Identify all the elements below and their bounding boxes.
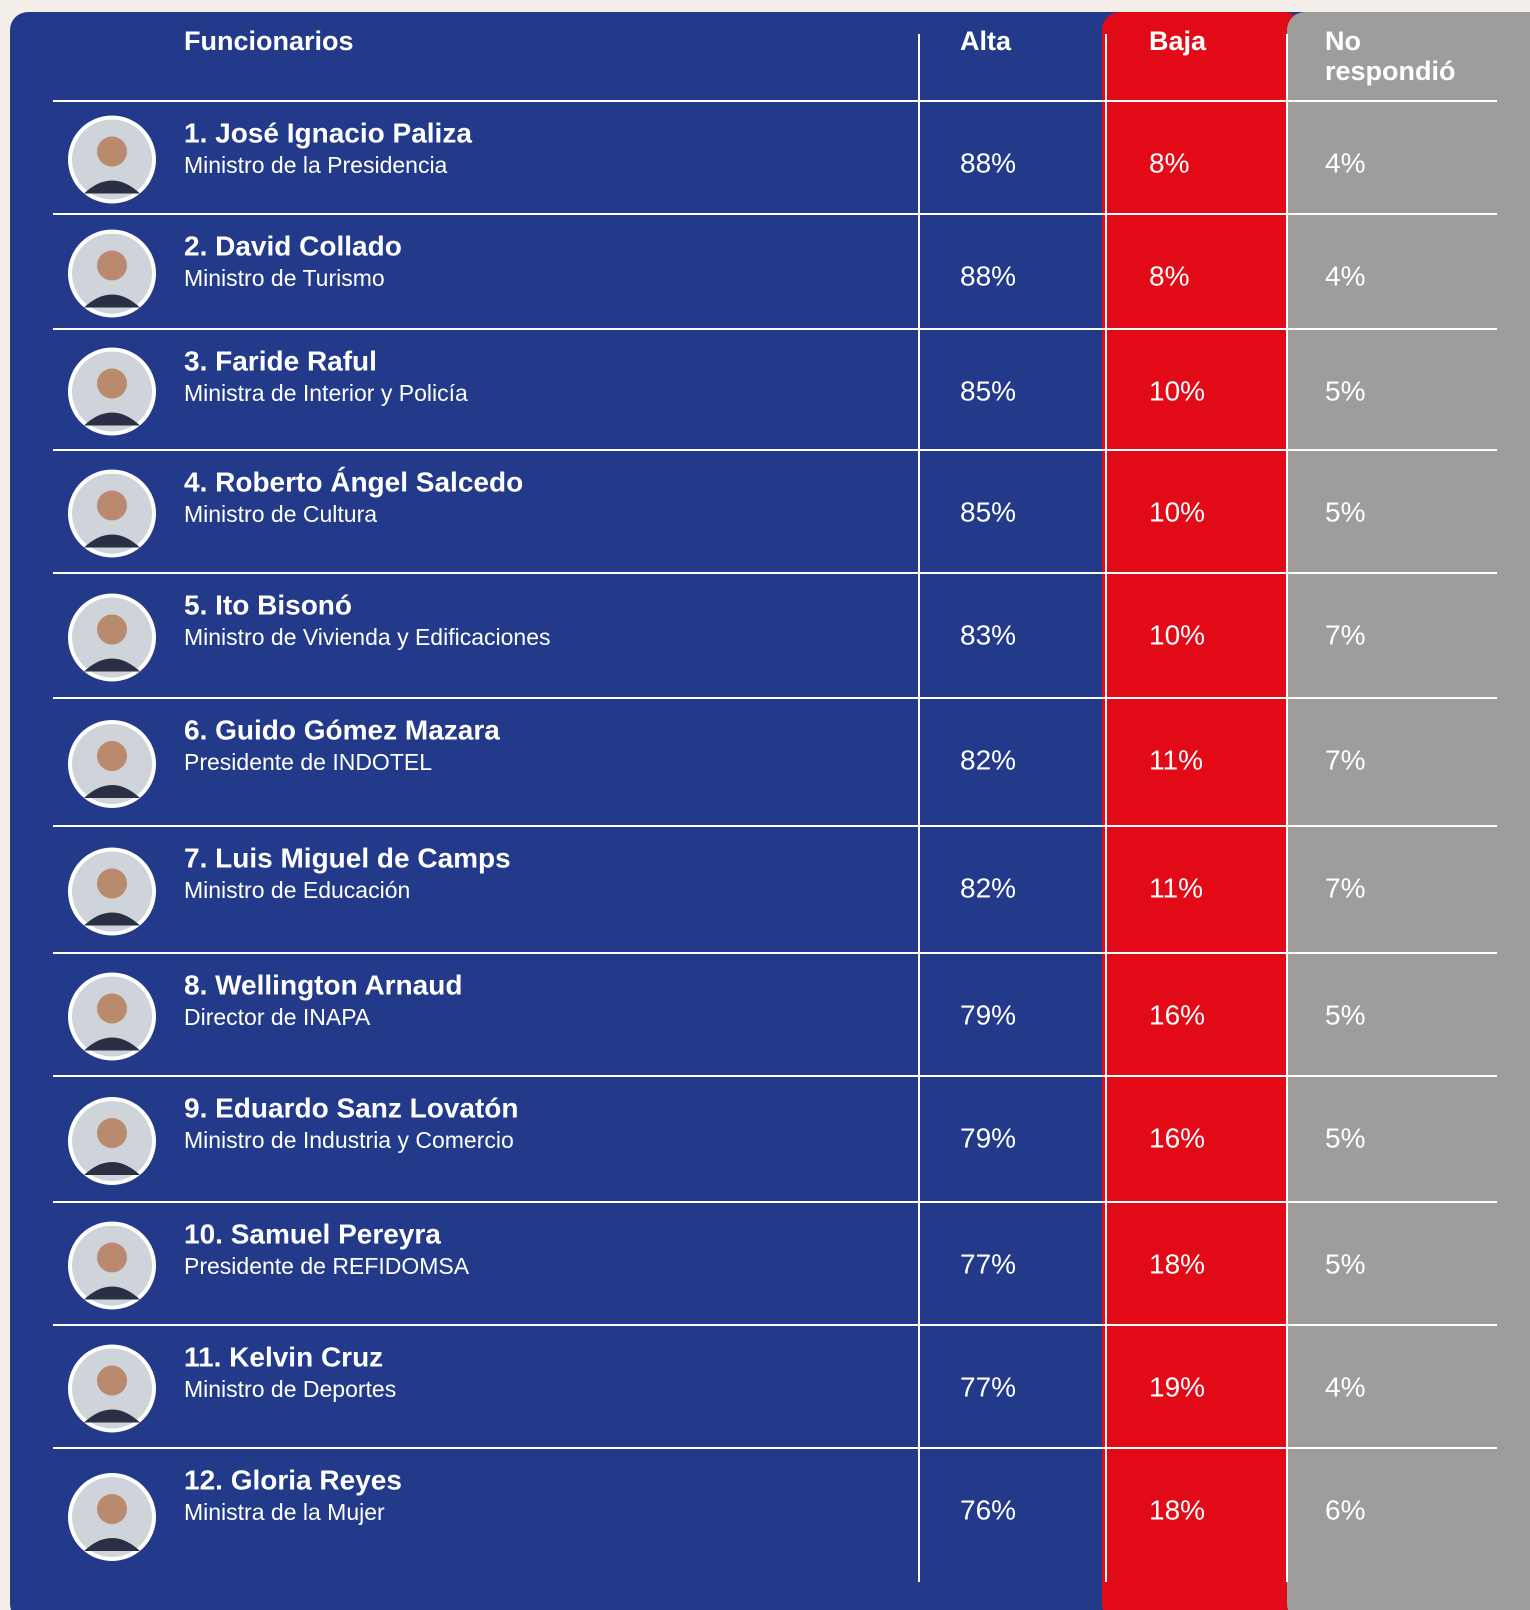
avatar-head: [97, 1494, 127, 1524]
name: 3. Faride Raful: [184, 345, 377, 376]
no-respondio: 4%: [1325, 260, 1365, 291]
baja: 8%: [1149, 260, 1189, 291]
name: 7. Luis Miguel de Camps: [184, 842, 511, 873]
name: 4. Roberto Ángel Salcedo: [184, 466, 523, 497]
avatar-body: [84, 1409, 140, 1423]
alta: 88%: [960, 147, 1016, 178]
role: Ministro de Vivienda y Edificaciones: [184, 624, 550, 650]
role: Ministro de Cultura: [184, 501, 377, 527]
alta: 83%: [960, 619, 1016, 650]
no-respondio: 7%: [1325, 619, 1365, 650]
avatar-body: [84, 412, 140, 426]
gray-column: [1287, 12, 1530, 1610]
alta: 77%: [960, 1248, 1016, 1279]
name: 8. Wellington Arnaud: [184, 969, 462, 1000]
avatar-body: [84, 1538, 140, 1551]
avatar-body: [84, 1286, 140, 1300]
avatar-head: [97, 868, 127, 899]
alta: 82%: [960, 872, 1016, 903]
no-respondio: 7%: [1325, 744, 1365, 775]
baja: 10%: [1149, 496, 1205, 527]
avatar-head: [97, 490, 127, 521]
no-respondio: 4%: [1325, 1371, 1365, 1402]
name: 5. Ito Bisonó: [184, 589, 352, 620]
baja: 16%: [1149, 1122, 1205, 1153]
avatar-head: [97, 250, 127, 281]
header-cell: Funcionarios: [184, 26, 354, 56]
no-respondio: 6%: [1325, 1494, 1365, 1525]
avatar-body: [84, 658, 140, 672]
avatar-head: [97, 993, 127, 1024]
role: Ministra de la Mujer: [184, 1499, 385, 1525]
header-cell: Alta: [960, 26, 1012, 56]
role: Ministro de Educación: [184, 877, 410, 903]
role: Ministro de Industria y Comercio: [184, 1127, 514, 1153]
baja: 11%: [1149, 872, 1203, 903]
no-respondio: 5%: [1325, 1122, 1365, 1153]
no-respondio: 5%: [1325, 496, 1365, 527]
avatar-body: [84, 912, 140, 926]
no-respondio: 4%: [1325, 147, 1365, 178]
avatar-head: [97, 614, 127, 645]
alta: 85%: [960, 375, 1016, 406]
baja: 10%: [1149, 375, 1205, 406]
role: Presidente de REFIDOMSA: [184, 1253, 470, 1279]
avatar-head: [97, 1242, 127, 1273]
baja: 16%: [1149, 999, 1205, 1030]
avatar-head: [97, 741, 127, 771]
baja: 19%: [1149, 1371, 1205, 1402]
avatar-head: [97, 136, 127, 167]
baja: 10%: [1149, 619, 1205, 650]
alta: 76%: [960, 1494, 1016, 1525]
role: Ministro de Turismo: [184, 265, 385, 291]
header-cell: No respondió: [1325, 26, 1456, 86]
alta: 79%: [960, 999, 1016, 1030]
name: 10. Samuel Pereyra: [184, 1218, 441, 1249]
role: Ministro de Deportes: [184, 1376, 396, 1402]
no-respondio: 5%: [1325, 999, 1365, 1030]
role: Director de INAPA: [184, 1004, 371, 1030]
no-respondio: 5%: [1325, 1248, 1365, 1279]
alta: 77%: [960, 1371, 1016, 1402]
baja: 8%: [1149, 147, 1189, 178]
name: 1. José Ignacio Paliza: [184, 117, 472, 148]
red-column: [1102, 12, 1302, 1610]
avatar-head: [97, 1365, 127, 1396]
name: 2. David Collado: [184, 230, 402, 261]
header-cell: Baja: [1149, 26, 1207, 56]
alta: 79%: [960, 1122, 1016, 1153]
avatar-head: [97, 1118, 127, 1148]
baja: 11%: [1149, 744, 1203, 775]
role: Ministra de Interior y Policía: [184, 380, 468, 406]
avatar-body: [84, 534, 140, 548]
avatar-body: [84, 1162, 140, 1175]
avatar-body: [84, 180, 140, 194]
name: 6. Guido Gómez Mazara: [184, 714, 500, 745]
avatar-head: [97, 368, 127, 399]
no-respondio: 7%: [1325, 872, 1365, 903]
avatar-body: [84, 785, 140, 798]
baja: 18%: [1149, 1248, 1205, 1279]
avatar-body: [84, 294, 140, 308]
role: Presidente de INDOTEL: [184, 749, 432, 775]
alta: 82%: [960, 744, 1016, 775]
name: 11. Kelvin Cruz: [184, 1341, 383, 1372]
name: 12. Gloria Reyes: [184, 1464, 402, 1495]
no-respondio: 5%: [1325, 375, 1365, 406]
name: 9. Eduardo Sanz Lovatón: [184, 1092, 518, 1123]
avatar-body: [84, 1037, 140, 1051]
role: Ministro de la Presidencia: [184, 152, 448, 178]
baja: 18%: [1149, 1494, 1205, 1525]
alta: 85%: [960, 496, 1016, 527]
alta: 88%: [960, 260, 1016, 291]
